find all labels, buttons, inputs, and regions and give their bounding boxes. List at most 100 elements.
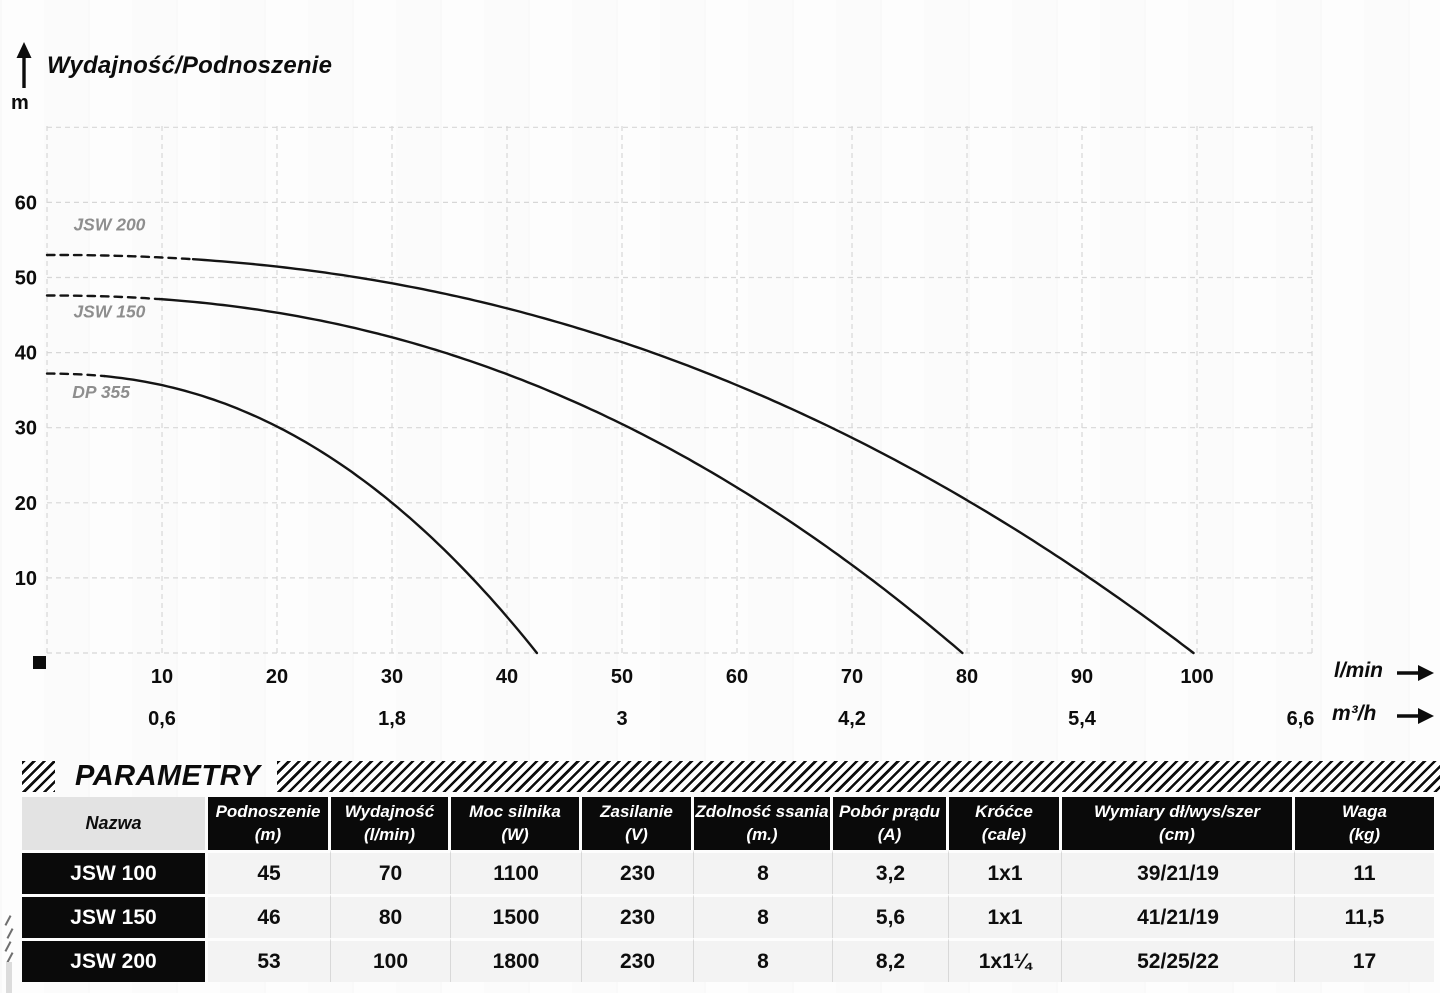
table-cell: 230 <box>582 938 694 982</box>
column-header: Moc silnika (W) <box>451 797 582 850</box>
table-row: JSW 100 45 70 1100 230 8 3,2 1x1 39/21/19 11 <box>22 850 1434 894</box>
edge-hatch-mark <box>4 941 12 952</box>
column-header-label: Waga <box>1341 802 1388 822</box>
x-axis-arrow-icon-lmin <box>1397 664 1435 687</box>
x-tick-label-m3h: 1,8 <box>378 708 406 730</box>
parameters-table: Nazwa Podnoszenie (m) Wydajność (l/min) Moc s… <box>22 797 1434 982</box>
x-tick-label-lmin: 20 <box>266 666 288 688</box>
column-header: Wymiary dł/wys/szer (cm) <box>1062 797 1295 850</box>
table-body: JSW 100 45 70 1100 230 8 3,2 1x1 39/21/19 11 JSW 1… <box>22 850 1434 982</box>
table-cell: 1500 <box>451 894 582 938</box>
table-cell: 1x1 <box>949 894 1062 938</box>
edge-hatch-mark <box>6 928 14 939</box>
table-header-row: Nazwa Podnoszenie (m) Wydajność (l/min) Moc s… <box>22 797 1434 850</box>
table-cell: 53 <box>208 938 331 982</box>
y-axis-unit-label: m <box>11 92 29 114</box>
column-header-label: Wymiary dł/wys/szer <box>1094 802 1260 822</box>
column-header-label: Króćce <box>975 802 1033 822</box>
curve-jsw-200 <box>191 258 1195 655</box>
table-cell: 5,6 <box>833 894 949 938</box>
table-cell: 70 <box>331 850 451 894</box>
column-header-unit: (cale) <box>981 824 1027 844</box>
x-tick-label-lmin: 60 <box>726 666 748 688</box>
pump-curves-chart: 10 20 30 40 50 60 10 20 30 40 50 60 70 80 90 100 0,6 1,8 3… <box>15 125 1314 730</box>
series-label-jsw-150: JSW 150 <box>73 301 145 321</box>
column-header: Zasilanie (V) <box>582 797 694 850</box>
x-tick-label-lmin: 30 <box>381 666 403 688</box>
edge-hatch-mark <box>4 915 12 926</box>
column-header: Króćce (cale) <box>949 797 1062 850</box>
y-axis-arrow-icon <box>14 42 34 93</box>
y-tick-label: 30 <box>15 418 37 440</box>
x-tick-label-lmin: 80 <box>956 666 978 688</box>
table-cell: 100 <box>331 938 451 982</box>
table-cell: 1800 <box>451 938 582 982</box>
column-header-unit: (W) <box>501 824 529 844</box>
row-name-cell: JSW 200 <box>22 938 208 982</box>
column-header-unit: (cm) <box>1159 824 1195 844</box>
parameters-section-header: PARAMETRY <box>22 760 1440 792</box>
column-header: Pobór prądu (A) <box>833 797 949 850</box>
curve-dashed-jsw-150 <box>45 294 161 301</box>
table-cell: 3,2 <box>833 850 949 894</box>
x-tick-label-m3h: 0,6 <box>148 708 176 730</box>
table-cell: 11,5 <box>1295 894 1434 938</box>
table-cell: 8 <box>694 938 833 982</box>
x-tick-label-lmin: 70 <box>841 666 863 688</box>
table-cell: 230 <box>582 894 694 938</box>
column-header: Podnoszenie (m) <box>208 797 331 850</box>
x-tick-label-lmin: 10 <box>151 666 173 688</box>
table-row: JSW 150 46 80 1500 230 8 5,6 1x1 41/21/19 11,5 <box>22 894 1434 938</box>
chart-title: Wydajność/Podnoszenie <box>47 52 333 79</box>
table-cell: 45 <box>208 850 331 894</box>
curve-dashed-jsw-200 <box>45 253 195 261</box>
column-header-label: Zdolność ssania <box>695 802 829 822</box>
hatch-decoration-left <box>22 761 55 792</box>
column-header-nazwa: Nazwa <box>22 797 208 850</box>
edge-bar-decoration <box>6 962 12 993</box>
x-tick-label-m3h: 3 <box>616 708 627 730</box>
curve-dashed-dp-355 <box>45 372 106 378</box>
x-tick-label-lmin: 100 <box>1180 666 1213 688</box>
table-cell: 17 <box>1295 938 1434 982</box>
row-name-cell: JSW 100 <box>22 850 208 894</box>
table-head: Nazwa Podnoszenie (m) Wydajność (l/min) Moc s… <box>22 797 1434 850</box>
x-tick-label-lmin: 40 <box>496 666 518 688</box>
table-cell: 80 <box>331 894 451 938</box>
x-tick-label-m3h: 4,2 <box>838 708 866 730</box>
curve-dp-355 <box>103 374 539 655</box>
column-header-unit: (m) <box>254 824 282 844</box>
curve-jsw-150 <box>158 297 964 655</box>
x-tick-label-m3h: 5,4 <box>1068 708 1097 730</box>
y-tick-label: 10 <box>15 568 37 590</box>
column-header-unit: (kg) <box>1348 824 1381 844</box>
table-cell: 41/21/19 <box>1062 894 1295 938</box>
parameters-section-title: PARAMETRY <box>75 760 261 792</box>
series-label-dp-355: DP 355 <box>72 382 130 402</box>
x-axis-arrow-icon-m3h <box>1397 707 1435 730</box>
column-header-unit: (m.) <box>746 824 778 844</box>
x-axis-unit-m3h-label: m³/h <box>1332 702 1377 725</box>
x-axis-unit-lmin-label: l/min <box>1334 659 1384 682</box>
column-header: Wydajność (l/min) <box>331 797 451 850</box>
column-header-label: Pobór prądu <box>838 802 941 822</box>
y-tick-label: 20 <box>15 493 37 515</box>
column-header: Zdolność ssania (m.) <box>694 797 833 850</box>
column-header-label: Podnoszenie <box>215 802 321 822</box>
x-tick-label-lmin: 50 <box>611 666 633 688</box>
x-tick-label-lmin: 90 <box>1071 666 1093 688</box>
table-cell: 8 <box>694 850 833 894</box>
hatch-decoration-right <box>276 761 1440 792</box>
table-cell: 11 <box>1295 850 1434 894</box>
table-cell: 1x1¼ <box>949 938 1062 982</box>
row-name-cell: JSW 150 <box>22 894 208 938</box>
table-cell: 8 <box>694 894 833 938</box>
column-header-unit: (A) <box>877 824 902 844</box>
table-cell: 52/25/22 <box>1062 938 1295 982</box>
table-cell: 1x1 <box>949 850 1062 894</box>
y-tick-label: 40 <box>15 343 37 365</box>
column-header-label: Moc silnika <box>469 802 561 822</box>
column-header-unit: (V) <box>625 824 648 844</box>
origin-square-marker <box>33 656 46 669</box>
